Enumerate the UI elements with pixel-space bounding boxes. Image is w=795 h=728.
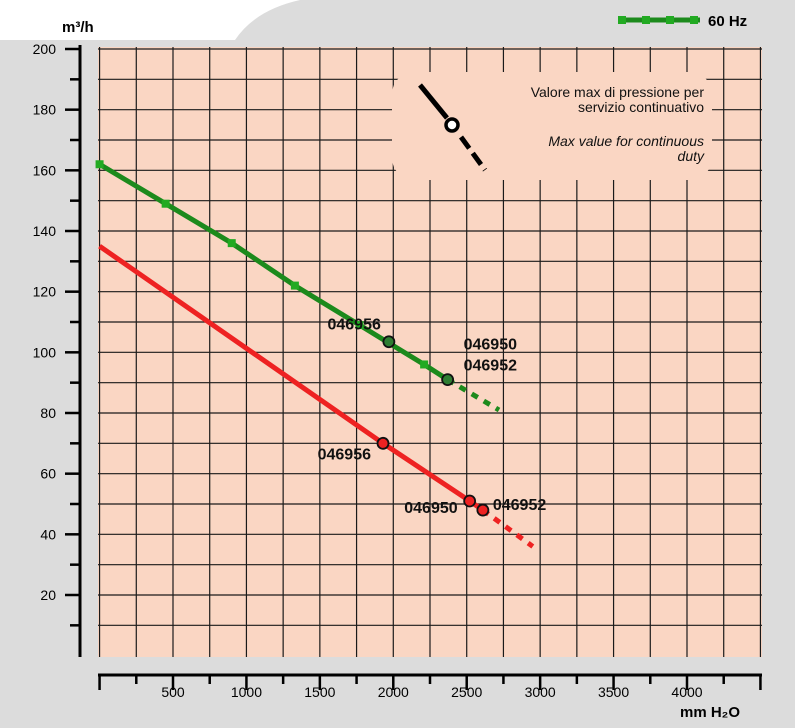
y-tick-label: 20: [40, 587, 56, 603]
data-point: [463, 494, 477, 508]
data-point: [376, 436, 390, 450]
series-marker: [227, 239, 236, 248]
x-tick-label: 2000: [378, 684, 409, 700]
y-tick-label: 160: [33, 162, 57, 178]
series-marker: [290, 281, 299, 290]
y-tick-label: 60: [40, 466, 56, 482]
x-axis-label: mm H₂O: [680, 704, 740, 721]
point-label: 046956: [327, 317, 380, 334]
legend-marker: [618, 16, 626, 24]
header-tab: [0, 0, 300, 40]
data-point: [441, 373, 455, 387]
y-tick-label: 120: [33, 284, 57, 300]
x-tick-label: 2500: [451, 684, 482, 700]
legend-marker: [642, 16, 650, 24]
series-marker: [355, 321, 364, 330]
y-tick-label: 140: [33, 223, 57, 239]
y-tick-label: 80: [40, 405, 56, 421]
y-axis-label: m³/h: [62, 19, 94, 36]
annotation-solid-line: [418, 83, 449, 120]
series-marker: [161, 199, 170, 208]
x-tick-label: 1500: [304, 684, 335, 700]
y-tick-label: 200: [33, 41, 57, 57]
annotation-text: servizio continuativo: [578, 99, 704, 115]
x-tick-label: 500: [161, 684, 185, 700]
series-dashed-green: [446, 377, 501, 413]
series-dashed-red: [481, 508, 535, 549]
legend-marker: [666, 16, 674, 24]
annotation-text: Valore max di pressione per: [531, 84, 705, 100]
data-point: [476, 503, 490, 517]
series-marker: [420, 360, 429, 369]
legend-label: 60 Hz: [708, 13, 747, 30]
point-label: 046956: [318, 446, 371, 463]
series-line-red: [98, 244, 485, 513]
annotation-text: Max value for continuous: [548, 133, 704, 149]
annotation-box: [392, 72, 712, 180]
point-label: 046952: [493, 497, 546, 514]
point-label: 046950: [464, 337, 517, 354]
annotation-dashed-line: [458, 135, 488, 172]
y-tick-label: 180: [33, 102, 57, 118]
y-tick-label: 100: [33, 344, 57, 360]
point-label: 046950: [404, 500, 457, 517]
data-point: [382, 335, 396, 349]
y-tick-label: 40: [40, 526, 56, 542]
x-tick-label: 3500: [598, 684, 629, 700]
x-tick-label: 3000: [525, 684, 556, 700]
annotation-circle-marker: [444, 117, 460, 133]
x-tick-label: 1000: [231, 684, 262, 700]
legend: 60 Hz: [618, 13, 747, 30]
point-label: 046952: [464, 358, 517, 375]
legend-marker: [690, 16, 698, 24]
series-marker: [95, 160, 104, 169]
annotation-text: duty: [678, 148, 705, 164]
x-tick-label: 4000: [671, 684, 702, 700]
